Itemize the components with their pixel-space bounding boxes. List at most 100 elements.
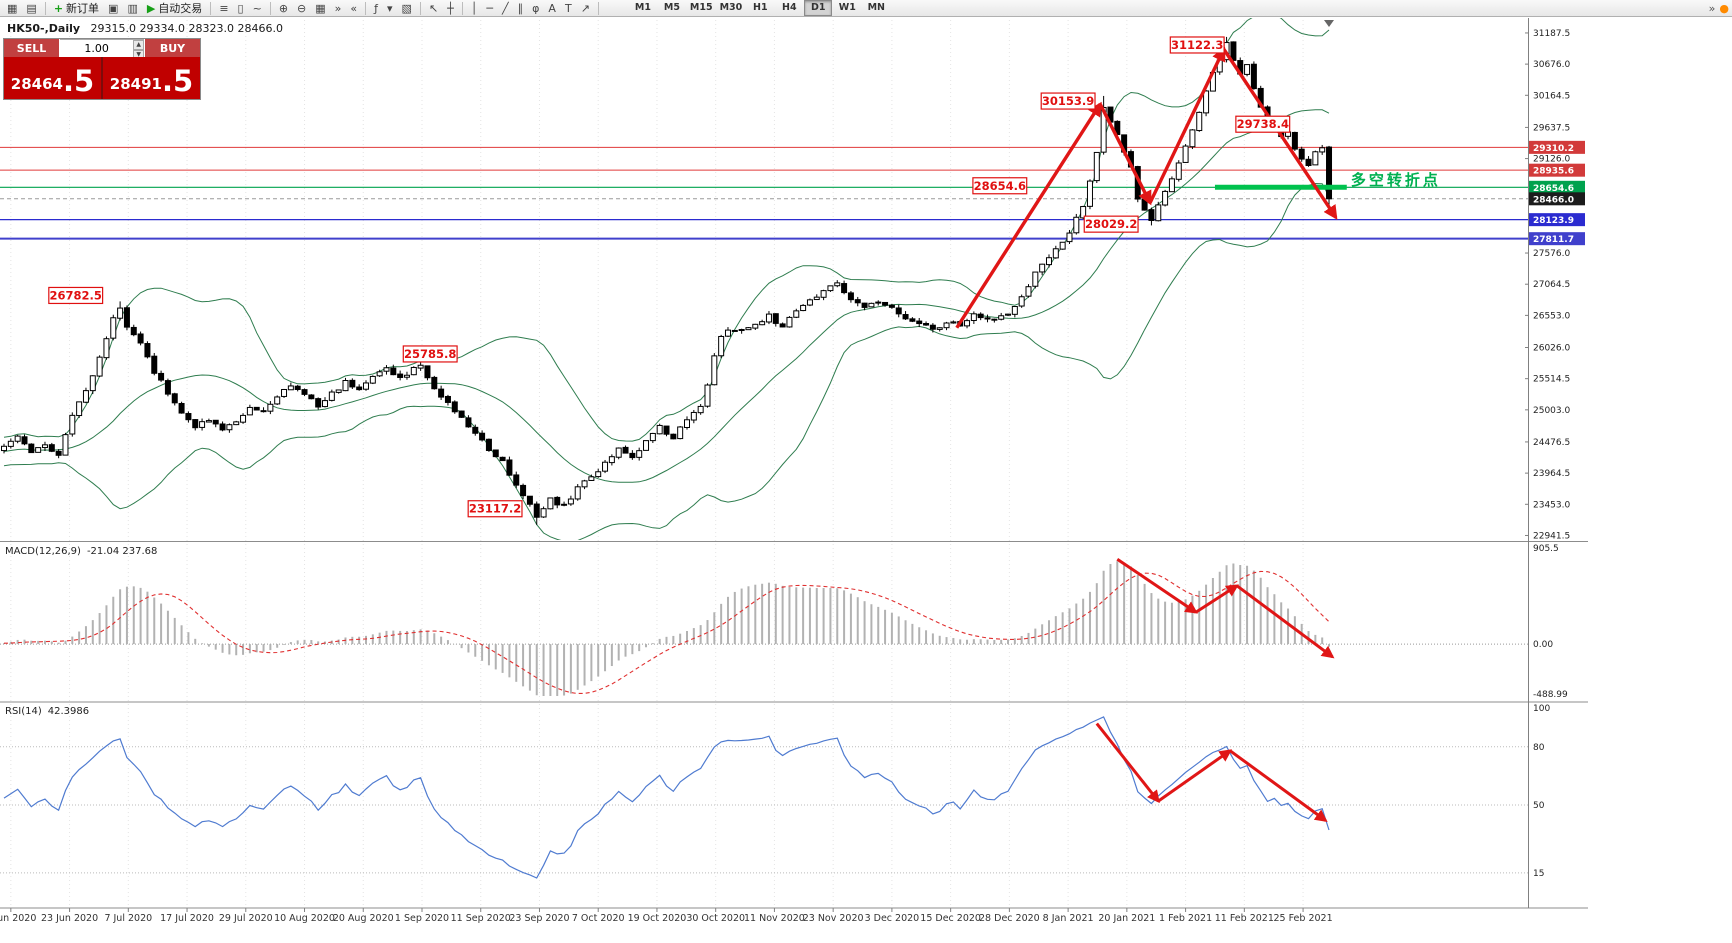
price-callout-28029.2[interactable]: 28029.2 (1083, 215, 1139, 233)
macd-arrow-3[interactable] (1235, 584, 1335, 659)
candlestick-icon[interactable]: ▯ (234, 0, 248, 17)
annotation-note[interactable]: 多空转折点 (1351, 171, 1441, 189)
toolbar-separator (419, 1, 421, 15)
connection-status-icon[interactable]: ● (1719, 1, 1729, 15)
zoom-out-icon[interactable]: ⊖ (293, 0, 310, 17)
window-layout-icon[interactable]: ▤ (22, 0, 40, 17)
volume-up-button[interactable]: ▲ (133, 40, 144, 50)
tile-windows-icon[interactable]: ▦ (311, 0, 329, 17)
macd-arrow-1[interactable] (1116, 557, 1198, 614)
price-tick-label: 24476.5 (1533, 438, 1570, 448)
text-icon[interactable]: A (544, 0, 560, 17)
buy-price-button[interactable]: 28491.5 (103, 57, 200, 99)
timeframe-m5[interactable]: M5 (663, 2, 680, 13)
rsi-arrow-1[interactable] (1095, 722, 1160, 804)
new-chart-icon: ▦ (7, 1, 18, 15)
svg-text:29310.2: 29310.2 (1533, 144, 1574, 154)
chart-window-icon[interactable]: ▣ (104, 0, 122, 17)
timeframe-d1[interactable]: D1 (804, 0, 833, 16)
bar-chart-icon[interactable]: ≡ (215, 0, 232, 17)
price-tick-label: 23453.0 (1533, 500, 1570, 510)
indicators-dropdown-icon[interactable]: ▾ (383, 0, 397, 17)
candlestick-icon: ▯ (237, 1, 244, 15)
cursor-icon[interactable]: ↖ (425, 0, 442, 17)
zoom-in-icon[interactable]: ⊕ (275, 0, 292, 17)
candles (1, 36, 1333, 525)
price-tick-label: 27576.0 (1533, 249, 1570, 259)
timeframe-m30[interactable]: M30 (719, 2, 743, 13)
sell-price-button[interactable]: 28464.5 (4, 57, 101, 99)
price-callout-23117.2[interactable]: 23117.2 (467, 500, 523, 518)
price-tick-label: 25514.5 (1533, 375, 1570, 385)
timeframe-h1[interactable]: H1 (753, 2, 768, 13)
timeframe-m15[interactable]: M15 (689, 2, 713, 13)
symbol-period-label: HK50-,Daily (7, 22, 81, 35)
rsi-arrow-3[interactable] (1229, 749, 1328, 823)
date-label: 19 Oct 2020 (628, 913, 687, 924)
price-callout-30153.9[interactable]: 30153.9 (1040, 92, 1096, 110)
price-callout-28654.6[interactable]: 28654.6 (972, 177, 1028, 195)
autotrade-button[interactable]: ▶ 自动交易 (143, 0, 206, 17)
sell-button[interactable]: SELL (4, 39, 60, 57)
trend-arrow-2[interactable] (1098, 103, 1152, 206)
label-icon[interactable]: T (561, 0, 576, 17)
svg-text:28029.2: 28029.2 (1085, 217, 1137, 231)
svg-text:26782.5: 26782.5 (50, 288, 102, 302)
chart-shift-icon: « (350, 1, 358, 15)
price-callout-26782.5[interactable]: 26782.5 (48, 286, 104, 305)
horizontal-line-icon[interactable]: ─ (482, 0, 497, 17)
indicators-icon[interactable]: ƒ (370, 0, 382, 17)
toolbar-overflow-icon[interactable]: » (1708, 1, 1716, 15)
new-order-button[interactable]: + 新订单 (50, 0, 103, 17)
trend-arrow-3[interactable] (1148, 46, 1226, 204)
toolbar: ▦ ▤ + 新订单 ▣ ▥ ▶ 自动交易 ≡ ▯ ~ ⊕ ⊖ ▦» «ƒ ▾ ▧ ↖ ┼ │ ─ ╱ ∥ φ A T ↗ M1 M5 M1… (0, 0, 1732, 17)
trendline-icon[interactable]: ╱ (498, 0, 513, 17)
vertical-line-icon[interactable]: │ (467, 0, 482, 17)
new-chart-icon[interactable]: ▦ (3, 0, 21, 17)
fibonacci-icon[interactable]: φ (528, 0, 543, 17)
channel-icon[interactable]: ∥ (514, 0, 528, 17)
price-callout-29738.4[interactable]: 29738.4 (1235, 115, 1291, 133)
volume-input[interactable] (60, 40, 134, 57)
timeframe-h4[interactable]: H4 (782, 2, 797, 13)
rsi-arrow-2[interactable] (1157, 749, 1233, 803)
date-label: 1 Jun 2020 (0, 913, 36, 924)
crosshair-icon[interactable]: ┼ (443, 0, 458, 17)
price-callout-31122.3[interactable]: 31122.3 (1169, 36, 1225, 54)
price-callout-25785.8[interactable]: 25785.8 (402, 345, 458, 363)
svg-text:30153.9: 30153.9 (1042, 94, 1094, 108)
buy-button[interactable]: BUY (144, 39, 200, 57)
templates-icon[interactable]: ▧ (398, 0, 416, 17)
arrows-icon[interactable]: ↗ (577, 0, 594, 17)
timeframe-group: M1 M5 M15 M30 H1 H4 D1 W1 MN (629, 0, 890, 16)
timeframe-mn[interactable]: MN (867, 2, 885, 13)
grid (10, 20, 1304, 906)
auto-scroll-icon[interactable]: » (331, 0, 346, 17)
line-chart-icon[interactable]: ~ (249, 0, 266, 17)
bar-chart-icon: ≡ (219, 1, 229, 15)
date-label: 8 Jan 2021 (1043, 913, 1094, 924)
accounts-icon[interactable]: ▥ (123, 0, 141, 17)
macd-signal-line (3, 570, 1330, 695)
timeframe-w1[interactable]: W1 (838, 2, 856, 13)
chart-shift-marker[interactable] (1324, 20, 1334, 27)
macd-axis-label: -488.99 (1533, 690, 1568, 700)
trend-arrow-4[interactable] (1222, 48, 1338, 220)
date-label: 25 Feb 2021 (1274, 913, 1333, 924)
macd-arrow-2[interactable] (1195, 584, 1239, 614)
price-tick-label: 23964.5 (1533, 469, 1570, 479)
volume-control[interactable]: ▲ ▼ (60, 39, 144, 60)
horizontal-line-icon: ─ (486, 1, 494, 15)
one-click-trading-panel: SELL ▲ ▼ BUY 28464.5 28491.5 (3, 38, 201, 100)
cursor-icon: ↖ (428, 1, 439, 15)
rsi-name: RSI(14) (5, 706, 42, 717)
chart-shift-icon[interactable]: « (346, 0, 361, 17)
timeframe-m1[interactable]: M1 (634, 2, 651, 13)
label-icon: T (564, 1, 572, 15)
chart-title: HK50-,Daily 29315.0 29334.0 28323.0 2846… (7, 22, 283, 35)
trend-arrow-1[interactable] (955, 101, 1102, 329)
tile-windows-icon: ▦ (315, 1, 326, 15)
date-label: 11 Sep 2020 (451, 913, 511, 924)
svg-text:29738.4: 29738.4 (1237, 117, 1289, 131)
